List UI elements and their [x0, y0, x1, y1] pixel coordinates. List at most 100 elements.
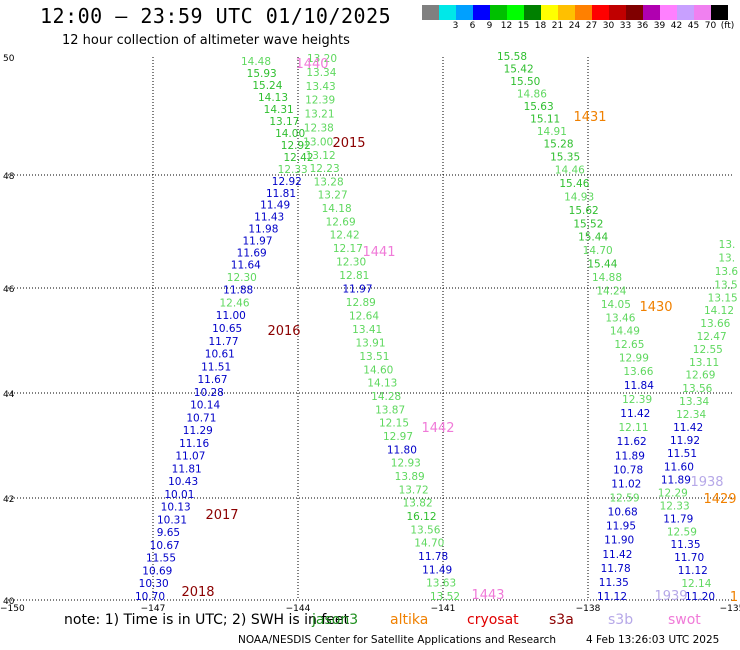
wave-height-value: 10.43 [168, 476, 198, 488]
map-title: 12:00 – 23:59 UTC 01/10/2025 [40, 4, 392, 28]
latitude-label: 44 [3, 390, 15, 400]
wave-height-value: 12.46 [219, 298, 249, 310]
longitude-label: −138 [576, 604, 601, 614]
scale-swatch [626, 5, 643, 20]
wave-height-value: 12.11 [618, 422, 648, 434]
wave-height-value: 11.98 [248, 224, 278, 236]
wave-height-value: 11.64 [231, 259, 261, 271]
wave-height-value: 11.51 [667, 448, 697, 460]
wave-height-value: 12.23 [310, 163, 340, 175]
scale-label: 3 [452, 21, 459, 31]
scale-swatch [456, 5, 473, 20]
scale-label: 9 [486, 21, 493, 31]
scale-swatch [677, 5, 694, 20]
wave-height-value: 12.14 [681, 578, 711, 590]
wave-height-value: 13.34 [679, 396, 709, 408]
wave-height-value: 12.42 [330, 230, 360, 242]
scale-label: 12 [500, 21, 513, 31]
wave-height-value: 14.93 [564, 192, 594, 204]
mission-s3a: s3a [549, 612, 574, 628]
altimeter-tracks: 14.4815.9315.2414.1314.3113.1714.0012.92… [135, 51, 738, 603]
pass-label: 1 [730, 590, 738, 605]
wave-height-value: 14.28 [371, 391, 401, 403]
pass-label: 1441 [362, 245, 395, 260]
wave-height-value: 14.46 [555, 165, 585, 177]
wave-height-value: 13.17 [269, 116, 299, 128]
longitude-label: −144 [286, 604, 311, 614]
wave-height-value: 13.00 [303, 136, 333, 148]
map-subtitle: 12 hour collection of altimeter wave hei… [62, 33, 350, 48]
wave-height-value: 14.00 [275, 128, 305, 140]
scale-swatch [422, 5, 439, 20]
wave-height-value: 13. [719, 239, 736, 251]
pass-label: 1443 [471, 588, 504, 603]
longitude-label: −141 [431, 604, 456, 614]
wave-height-value: 11.07 [175, 451, 205, 463]
scale-swatch [711, 5, 728, 20]
wave-height-value: 13.41 [352, 324, 382, 336]
wave-height-value: 11.29 [183, 425, 213, 437]
wave-height-value: 11.90 [604, 535, 634, 547]
wave-height-value: 14.70 [583, 245, 613, 257]
scale-swatch [558, 5, 575, 20]
mission-altika: altika [390, 612, 429, 628]
wave-height-value: 15.35 [550, 151, 580, 163]
wave-height-value: 12.34 [676, 409, 706, 421]
scale-label: 24 [568, 21, 581, 31]
wave-height-value: 15.11 [530, 114, 560, 126]
wave-height-value: 13.27 [318, 190, 348, 202]
notes-text: note: 1) Time is in UTC; 2) SWH is in fe… [64, 612, 350, 628]
wave-height-value: 13.15 [708, 292, 738, 304]
wave-height-value: 13.91 [355, 338, 385, 350]
timestamp-text: 4 Feb 13:26:03 UTC 2025 [586, 634, 720, 646]
scale-label: (ft) [720, 21, 735, 31]
wave-height-value: 12.55 [693, 344, 723, 356]
wave-height-value: 10.31 [157, 514, 187, 526]
wave-height-value: 14.49 [610, 326, 640, 338]
wave-height-value: 15.93 [247, 68, 277, 80]
scale-label: 39 [653, 21, 666, 31]
wave-height-value: 14.88 [592, 272, 622, 284]
scale-swatch [439, 5, 456, 20]
wave-height-value: 10.01 [164, 489, 194, 501]
wave-height-value: 15.42 [504, 64, 534, 76]
mission-cryosat: cryosat [467, 612, 519, 628]
wave-height-value: 15.63 [524, 101, 554, 113]
wave-height-value: 13.34 [306, 67, 336, 79]
wave-height-value: 10.71 [186, 412, 216, 424]
wave-height-value: 12.65 [614, 339, 644, 351]
wave-height-value: 11.79 [663, 513, 693, 525]
wave-height-value: 11.42 [620, 408, 650, 420]
wave-height-value: 12.97 [383, 431, 413, 443]
scale-label: 27 [585, 21, 598, 31]
pass-label: 1429 [703, 492, 736, 507]
wave-height-value: 13.5 [714, 279, 737, 291]
wave-height-value: 10.65 [212, 323, 242, 335]
wave-height-value: 11.35 [599, 577, 629, 589]
latitude-label: 42 [3, 495, 14, 505]
wave-height-value: 11.42 [602, 549, 632, 561]
wave-height-value: 10.14 [190, 400, 220, 412]
wave-height-value: 13.63 [426, 578, 456, 590]
wave-height-value: 11.55 [146, 553, 176, 565]
wave-height-value: 11.97 [242, 236, 272, 248]
scale-swatch [575, 5, 592, 20]
wave-height-value: 13.66 [623, 366, 653, 378]
footer: NOAA/NESDIS Center for Satellite Applica… [238, 634, 728, 646]
wave-height-value: 12.69 [326, 216, 356, 228]
wave-height-value: 11.78 [601, 563, 631, 575]
wave-height-value: 11.84 [624, 380, 654, 392]
wave-height-value: 12.39 [622, 394, 652, 406]
pass-label: 2018 [181, 585, 214, 600]
scale-swatch [694, 5, 711, 20]
scale-swatch [490, 5, 507, 20]
wave-height-value: 15.62 [569, 205, 599, 217]
wave-height-value: 14.48 [241, 56, 271, 68]
wave-height-value: 11.12 [597, 591, 627, 603]
wave-height-value: 13.28 [314, 176, 344, 188]
axis-labels: 50 48 46 44 42 40−150 −147 −144 −141 −138 −135 [0, 54, 740, 614]
wave-height-value: 10.28 [194, 387, 224, 399]
wave-height-value: 12.39 [305, 95, 335, 107]
wave-height-value: 13. [718, 252, 735, 264]
